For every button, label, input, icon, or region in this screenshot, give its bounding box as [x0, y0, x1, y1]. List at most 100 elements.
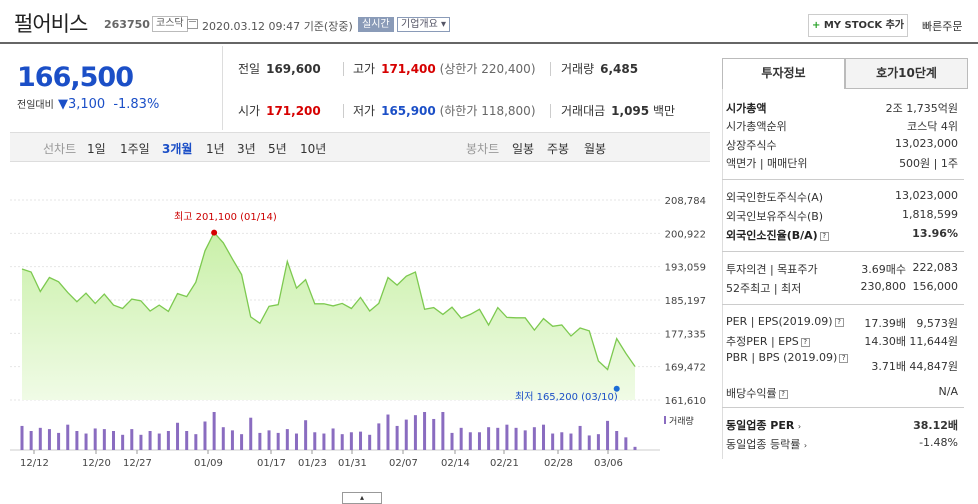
chart-collapse-handle[interactable]: ▴	[342, 492, 382, 504]
add-mystock-button[interactable]: + MY STOCK 추가	[808, 14, 908, 37]
divider	[722, 304, 964, 305]
market-cap-rank-row[interactable]: 시가총액순위 코스닥 4위	[726, 120, 958, 133]
x-tick-label: 01/09	[194, 458, 223, 469]
volume-bar	[203, 421, 207, 450]
volume-bar	[624, 437, 628, 450]
tab-monthly[interactable]: 월봉	[584, 142, 607, 156]
volume-bar	[294, 433, 298, 450]
volume-bar	[569, 433, 573, 450]
investment-info-panel: 투자정보 호가10단계 시가총액 2조 1,735억원 시가총액순위 코스닥 4위 …	[722, 58, 968, 458]
sector-per-row[interactable]: 동일업종 PER › 38.12배	[726, 419, 958, 432]
volume-bar	[368, 434, 372, 450]
y-tick-label: 208,784	[665, 196, 706, 207]
week52-row: 52주최고 | 최저 230,800 156,000	[726, 280, 958, 295]
x-tick-label: 02/21	[490, 458, 519, 469]
volume-bar	[258, 432, 262, 450]
tab-3month[interactable]: 3개월	[162, 142, 193, 156]
volume-bar	[560, 432, 564, 450]
x-tick-label: 12/12	[20, 458, 49, 469]
y-tick-label: 169,472	[665, 363, 706, 374]
x-tick-label: 02/14	[441, 458, 470, 469]
volume-bar	[102, 429, 106, 450]
price-stats: 전일 169,600 시가 171,200 고가 171,400 (상한가 220,4…	[222, 46, 710, 130]
quick-order-link[interactable]: 빠른주문	[922, 20, 963, 33]
divider	[550, 62, 551, 76]
candle-chart-label: 봉차트	[466, 142, 500, 156]
low-price: 저가 165,900 (하한가 118,800)	[353, 104, 536, 118]
divider	[722, 251, 964, 252]
foreign-ratio-row: 외국인소진율(B/A)? 13.96%	[726, 227, 958, 242]
low-marker	[613, 385, 620, 392]
tab-daily[interactable]: 일봉	[512, 142, 535, 156]
current-price-box: 166,500 전일대비 ▼3,100 -1.83%	[0, 46, 222, 130]
volume-bar	[606, 420, 610, 450]
volume-bar	[450, 432, 454, 450]
volume-bar	[587, 435, 591, 450]
tab-1day[interactable]: 1일	[87, 142, 106, 156]
y-tick-label: 193,059	[665, 263, 706, 274]
divider	[343, 62, 344, 76]
volume-bar	[240, 434, 244, 450]
volume-bar	[121, 434, 125, 450]
x-tick-label: 02/28	[544, 458, 573, 469]
stock-code: 263750	[104, 18, 150, 31]
x-tick-label: 03/06	[594, 458, 623, 469]
volume-bar	[413, 415, 417, 450]
y-tick-label: 200,922	[665, 229, 706, 240]
volume-bar	[523, 430, 527, 450]
listed-shares-row: 상장주식수 13,023,000	[726, 137, 958, 152]
per-eps-row: PER | EPS(2019.09)? 17.39배 9,573원	[726, 315, 958, 330]
volume-bar	[176, 422, 180, 450]
foreign-limit-row: 외국인한도주식수(A) 13,023,000	[726, 189, 958, 204]
tab-5year[interactable]: 5년	[268, 142, 287, 156]
high-marker	[211, 229, 218, 236]
volume-bar	[157, 433, 161, 450]
x-tick-label: 01/17	[257, 458, 286, 469]
volume-bar	[29, 431, 33, 450]
volume-bar	[432, 418, 436, 450]
realtime-badge[interactable]: 실시간	[358, 17, 394, 32]
calendar-icon	[187, 19, 198, 29]
volume-bar	[267, 430, 271, 450]
volume-bar	[359, 431, 363, 450]
divider	[343, 104, 344, 118]
y-tick-label: 185,197	[665, 296, 706, 307]
tab-investment-info[interactable]: 투자정보	[722, 58, 845, 89]
tab-1year[interactable]: 1년	[206, 142, 225, 156]
volume-bar	[322, 433, 326, 450]
volume-bar	[304, 420, 308, 450]
volume-bar	[496, 427, 500, 450]
price-change: 전일대비 ▼3,100 -1.83%	[17, 96, 159, 112]
x-tick-label: 01/31	[338, 458, 367, 469]
open-price: 시가 171,200	[238, 104, 321, 118]
volume-bar	[514, 427, 518, 450]
tab-weekly[interactable]: 주봉	[547, 142, 570, 156]
volume-bar	[578, 425, 582, 450]
help-icon: ?	[834, 317, 844, 327]
tab-1week[interactable]: 1주일	[120, 142, 150, 156]
sector-change-row[interactable]: 동일업종 등락률 › -1.48%	[726, 436, 958, 451]
volume: 거래량 6,485	[561, 62, 639, 76]
price-chart[interactable]: 208,784 200,922 193,059 185,197 177,335 169,4…	[10, 182, 710, 472]
volume-bar	[340, 434, 344, 450]
y-tick-label: 161,610	[665, 396, 706, 407]
volume-bar	[166, 431, 170, 450]
volume-bar	[148, 431, 152, 450]
tab-10year[interactable]: 10년	[300, 142, 327, 156]
company-info-dropdown[interactable]: 기업개요 ▾	[397, 17, 450, 32]
volume-bar	[386, 414, 390, 450]
volume-bar	[377, 423, 381, 450]
volume-bar	[477, 432, 481, 450]
chart-period-tabs: 선차트 1일 1주일 3개월 1년 3년 5년 10년 봉차트 일봉 주봉 월봉	[10, 132, 710, 162]
volume-bar	[505, 424, 509, 450]
line-chart-label: 선차트	[43, 142, 77, 156]
divider	[722, 179, 964, 180]
foreign-hold-row: 외국인보유주식수(B) 1,818,599	[726, 208, 958, 223]
tab-3year[interactable]: 3년	[237, 142, 256, 156]
opinion-row: 투자의견 | 목표주가 3.69매수 222,083	[726, 261, 958, 276]
help-icon: ?	[800, 337, 810, 347]
tab-orderbook[interactable]: 호가10단계	[845, 58, 968, 89]
help-icon: ?	[839, 353, 849, 363]
volume-bar	[84, 433, 88, 450]
volume-bar	[331, 428, 335, 450]
